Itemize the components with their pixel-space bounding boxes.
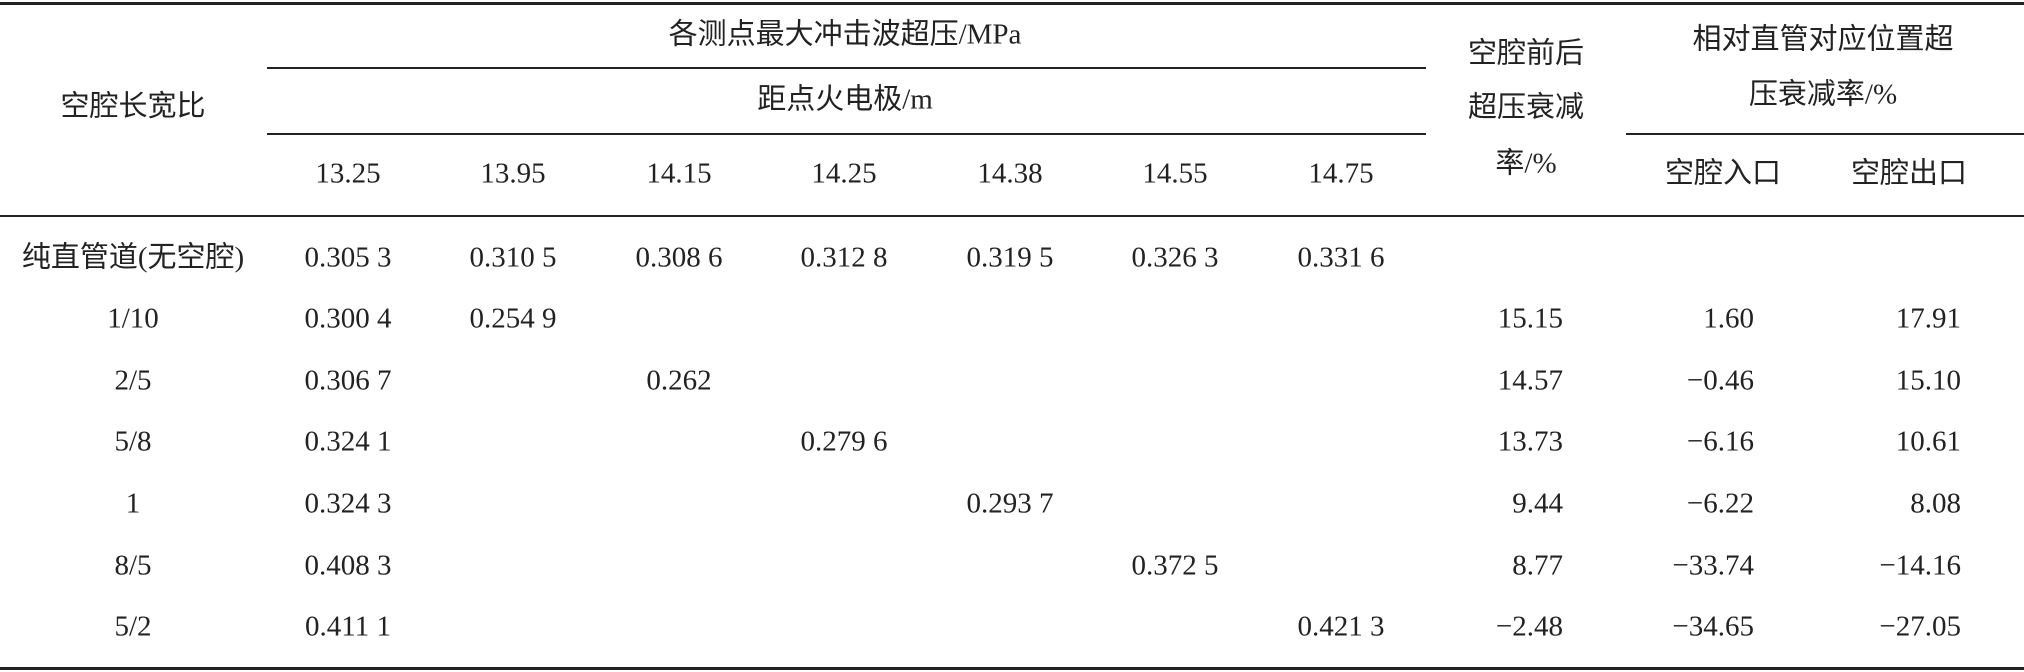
pressure-cell: 0.305 3 [304,241,392,274]
pressure-cell: 0.308 6 [635,241,723,274]
attenuation-cell: 8.77 [1512,549,1563,582]
pressure-cell: 0.310 5 [469,241,557,274]
distance-header: 14.15 [646,157,712,190]
top-rule [0,2,2024,5]
pressure-cell: 0.408 3 [304,549,392,582]
row-label-cell: 纯直管道(无空腔) [21,241,245,274]
pressure-cell: 0.324 1 [304,425,392,458]
attenuation-cell: 13.73 [1497,425,1563,458]
outlet-cell: 15.10 [1895,364,1961,397]
attenuation-cell: −2.48 [1495,610,1563,643]
distance-label: 距点火电极/m [757,83,933,116]
header-bottom-rule [0,215,2024,217]
row-label-cell: 1/10 [107,302,159,335]
inlet-cell: −34.65 [1672,610,1754,643]
attenuation-cell: 14.57 [1497,364,1563,397]
pressure-cell: 0.279 6 [800,425,888,458]
attenuation-title: 空腔前后 [1467,37,1585,70]
pressure-cell: 0.411 1 [305,610,391,643]
attenuation-title: 率/% [1495,147,1557,180]
outlet-cell: 8.08 [1910,487,1961,520]
inlet-cell: 1.60 [1703,302,1754,335]
inlet-cell: −33.74 [1672,549,1754,582]
row-label-cell: 5/2 [114,610,152,643]
bottom-rule [0,667,2024,670]
inlet-cell: −6.22 [1686,487,1754,520]
distance-header: 14.55 [1142,157,1208,190]
pressure-cell: 0.319 5 [966,241,1054,274]
inlet-cell: −0.46 [1686,364,1754,397]
outlet-cell: 17.91 [1895,302,1961,335]
pressure-cell: 0.421 3 [1297,610,1385,643]
row-label-cell: 1 [125,487,141,520]
relative-title: 压衰减率/% [1748,78,1898,111]
outlet-cell: 10.61 [1895,425,1961,458]
attenuation-title: 超压衰减 [1467,91,1585,124]
header-rule [267,67,1426,69]
pressure-cell: 0.331 6 [1297,241,1385,274]
pressure-cell: 0.262 [646,364,712,397]
group-title: 各测点最大冲击波超压/MPa [668,18,1022,51]
pressure-cell: 0.326 3 [1131,241,1219,274]
distance-header: 14.75 [1308,157,1374,190]
inlet-cell: −6.16 [1686,425,1754,458]
pressure-cell: 0.324 3 [304,487,392,520]
outlet-cell: −14.16 [1879,549,1961,582]
pressure-cell: 0.306 7 [304,364,392,397]
pressure-cell: 0.254 9 [469,302,557,335]
attenuation-cell: 9.44 [1512,487,1563,520]
distance-header: 13.25 [315,157,381,190]
header-rule [1626,133,2024,135]
pressure-cell: 0.300 4 [304,302,392,335]
row-label-cell: 5/8 [114,425,152,458]
outlet-cell: −27.05 [1879,610,1961,643]
relative-column-header: 空腔出口 [1850,157,1968,190]
distance-header: 13.95 [480,157,546,190]
row-label-cell: 8/5 [114,549,152,582]
row-label: 空腔长宽比 [60,90,206,123]
pressure-cell: 0.312 8 [800,241,888,274]
pressure-cell: 0.372 5 [1131,549,1219,582]
row-label-cell: 2/5 [114,364,152,397]
distance-header: 14.38 [977,157,1043,190]
header-rule [267,133,1426,135]
pressure-cell: 0.293 7 [966,487,1054,520]
attenuation-cell: 15.15 [1497,302,1563,335]
relative-column-header: 空腔入口 [1664,157,1782,190]
relative-title: 相对直管对应位置超 [1692,23,1954,56]
distance-header: 14.25 [811,157,877,190]
